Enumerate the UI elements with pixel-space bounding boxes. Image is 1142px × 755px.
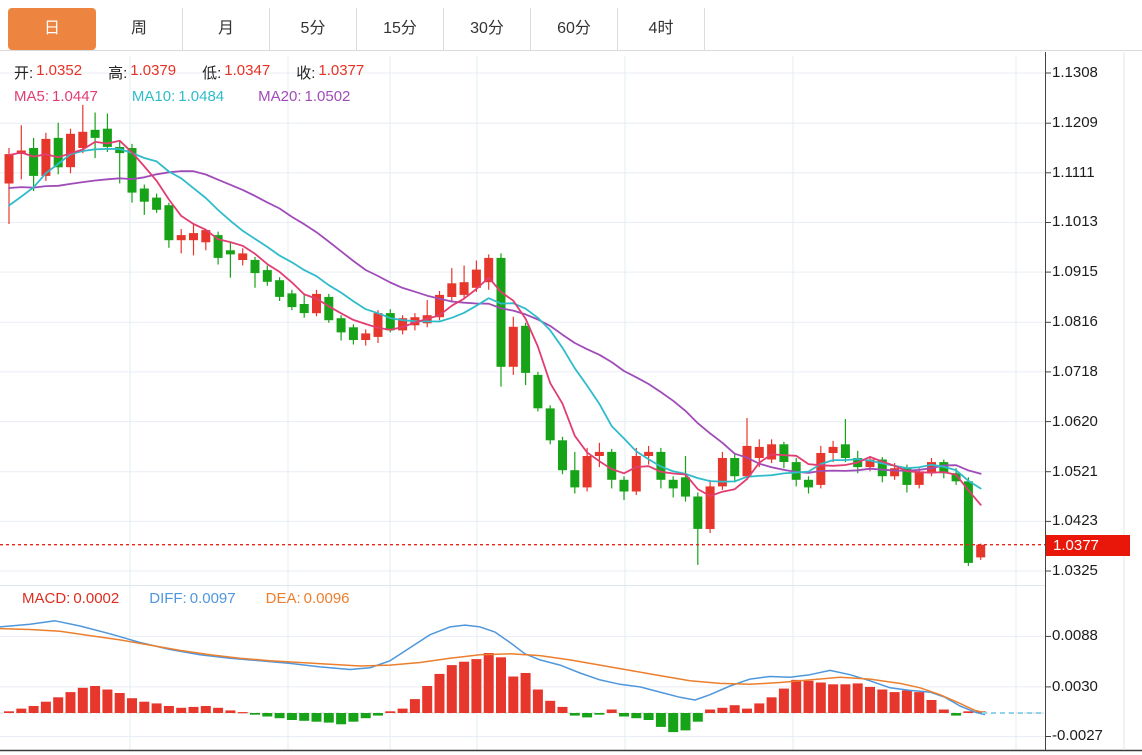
- price-axis-label: 1.0915: [1052, 263, 1098, 281]
- price-axis-label: 1.0423: [1052, 512, 1098, 530]
- macd-axis-label: -0.0027: [1052, 727, 1103, 745]
- macd-legend-item: DIFF: 0.0097: [149, 590, 236, 607]
- price-axis-label: 1.1209: [1052, 114, 1098, 132]
- ma-legend-item: MA10: 1.0484: [131, 88, 225, 105]
- tab-5分[interactable]: 5分: [270, 8, 357, 50]
- macd-legend-item: MACD: 0.0002: [22, 590, 120, 607]
- tab-月[interactable]: 月: [183, 8, 270, 50]
- quote-field: 低: 1.0347: [202, 62, 271, 82]
- price-axis-label: 1.0620: [1052, 412, 1098, 430]
- quote-field: 收: 1.0377: [296, 62, 365, 82]
- tab-15分[interactable]: 15分: [357, 8, 444, 50]
- quote-field: 开: 1.0352: [14, 62, 83, 82]
- ma-legend: MA5: 1.0447 MA10: 1.0484 MA20: 1.0502: [14, 88, 350, 105]
- price-axis-label: 1.0521: [1052, 462, 1098, 480]
- tab-bar: 日周月 5分 15分 30分 60分 4时: [0, 0, 1142, 51]
- quote-field: 高: 1.0379: [108, 62, 177, 82]
- price-axis-label: 1.0816: [1052, 313, 1098, 331]
- price-axis-label: 1.1308: [1052, 64, 1098, 81]
- price-axis-label: 1.0718: [1052, 362, 1098, 380]
- ma-legend-item: MA20: 1.0502: [258, 88, 351, 105]
- macd-legend: MACD: 0.0002 DIFF: 0.0097 DEA: 0.0096: [22, 590, 350, 607]
- price-axis-label: 1.1111: [1052, 163, 1095, 181]
- macd-axis-label: 0.0030: [1052, 677, 1098, 695]
- tab-周[interactable]: 周: [96, 8, 183, 50]
- ohlc-quote-bar: 开: 1.0352 高: 1.0379 低: 1.0347 收: 1.0377: [14, 62, 364, 83]
- price-axis-label: 1.1013: [1052, 213, 1098, 231]
- macd-legend-item: DEA: 0.0096: [265, 590, 350, 607]
- tab-4时[interactable]: 4时: [618, 8, 705, 50]
- tab-日[interactable]: 日: [8, 8, 96, 50]
- tab-60分[interactable]: 60分: [531, 8, 618, 50]
- ma-legend-item: MA5: 1.0447: [14, 88, 98, 105]
- tab-30分[interactable]: 30分: [444, 8, 531, 50]
- macd-axis-label: 0.0088: [1052, 627, 1098, 645]
- last-price-badge: 1.0377: [1046, 534, 1130, 556]
- price-axis-label: 1.0325: [1052, 562, 1098, 579]
